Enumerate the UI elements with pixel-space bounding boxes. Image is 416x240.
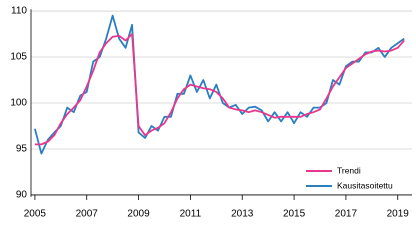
y-tick-label: 100: [10, 98, 27, 109]
legend-label: Kausitasoitettu: [337, 180, 393, 190]
x-tick-label: 2007: [76, 208, 99, 219]
x-tick-label: 2011: [180, 208, 202, 219]
x-tick-label: 2017: [335, 208, 358, 219]
x-tick-label: 2019: [387, 208, 410, 219]
y-tick-label: 110: [11, 6, 27, 17]
y-tick-label: 95: [16, 144, 28, 155]
legend-label: Trendi: [337, 165, 361, 175]
series-line: [34, 33, 405, 146]
series-line: [34, 14, 405, 155]
x-tick-label: 2015: [283, 208, 306, 219]
x-tick-label: 2009: [127, 208, 150, 219]
chart: 90 95 100 105 110 2005 2007 2009 2011 2013 2015 201…: [10, 6, 412, 219]
x-tick-label: 2005: [24, 208, 47, 219]
y-tick-label: 90: [16, 190, 28, 201]
x-tick-label: 2013: [231, 208, 254, 219]
y-tick-label: 105: [10, 52, 27, 63]
